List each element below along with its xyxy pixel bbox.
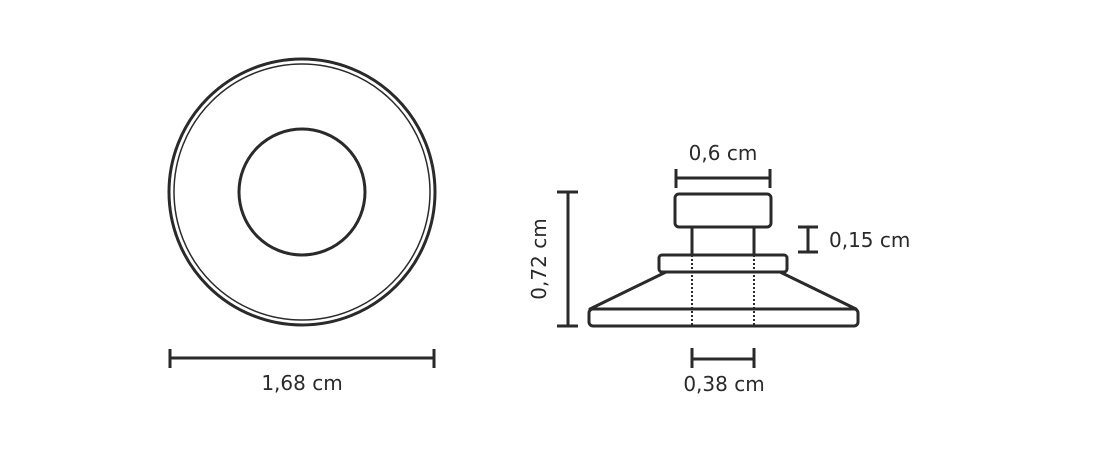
flange-block <box>657 253 789 274</box>
inner-circle <box>237 127 367 257</box>
diameter-dimension <box>168 349 436 368</box>
flange-height-label: 0,15 cm <box>829 228 910 252</box>
hole-width-label: 0,38 cm <box>683 372 764 396</box>
diameter-label: 1,68 cm <box>261 371 342 395</box>
top-view <box>167 57 437 327</box>
outer-circle-inner-edge <box>173 63 431 321</box>
cap-width-label: 0,6 cm <box>689 141 758 165</box>
side-view <box>587 192 860 328</box>
hole-width-dimension <box>690 348 756 368</box>
hole-lines <box>691 255 755 326</box>
flange-height-dimension <box>798 225 818 254</box>
outer-circle <box>167 57 437 327</box>
cap-width-dimension <box>674 169 772 188</box>
cone-body <box>588 270 858 311</box>
base-plate <box>587 307 860 328</box>
total-height-dimension <box>557 190 578 328</box>
total-height-label: 0,72 cm <box>527 218 551 299</box>
cap-block <box>673 192 773 229</box>
